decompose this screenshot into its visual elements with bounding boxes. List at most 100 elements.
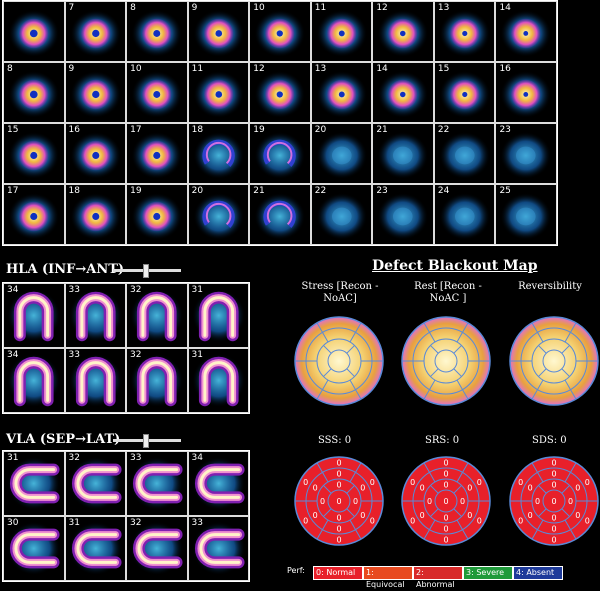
sss-score: SSS: 0 — [318, 435, 352, 446]
vla-label: VLA (SEP→LAT) — [6, 432, 121, 447]
short-axis-tile[interactable]: 22 — [433, 123, 496, 184]
vla-tile[interactable]: 34 — [187, 451, 249, 516]
short-axis-tile[interactable]: 11 — [187, 62, 250, 123]
short-axis-tile[interactable]: 11 — [310, 1, 373, 62]
vla-tile[interactable]: 32 — [126, 516, 188, 581]
vla-tile-image — [129, 456, 184, 511]
short-axis-tile[interactable]: 16 — [64, 123, 127, 184]
slice-number: 33 — [130, 453, 142, 463]
segment-score: 0 — [427, 497, 432, 506]
short-axis-tile[interactable]: 9 — [64, 62, 127, 123]
vla-slider[interactable] — [113, 434, 181, 448]
short-axis-tile[interactable]: 17 — [126, 123, 188, 184]
segment-score: 0 — [535, 497, 540, 506]
segment-score: 0 — [528, 483, 533, 492]
vla-tile-image — [6, 456, 61, 511]
short-axis-tile[interactable]: 19 — [126, 184, 188, 245]
short-axis-tile[interactable]: 21 — [372, 123, 434, 184]
short-axis-tile-image — [254, 192, 306, 241]
vla-tile[interactable]: 33 — [126, 451, 188, 516]
slice-number: 17 — [7, 186, 19, 196]
short-axis-tile[interactable]: 19 — [249, 123, 311, 184]
reversibility-polar-map — [509, 316, 599, 406]
hla-slider-knob[interactable] — [143, 264, 149, 278]
short-axis-tile[interactable]: 12 — [372, 1, 434, 62]
short-axis-tile[interactable]: 8 — [126, 1, 188, 62]
short-axis-tile[interactable]: 15 — [3, 123, 65, 184]
vla-tile-image — [129, 521, 184, 576]
short-axis-tile[interactable]: 14 — [372, 62, 434, 123]
short-axis-tile[interactable]: 18 — [187, 123, 250, 184]
hla-grid: 34 33 32 31 — [2, 282, 250, 414]
short-axis-tile[interactable]: 8 — [3, 62, 65, 123]
short-axis-tile[interactable]: 10 — [126, 62, 188, 123]
short-axis-tile-image — [192, 131, 245, 180]
short-axis-tile-image — [500, 9, 552, 58]
short-axis-tile-image — [192, 192, 245, 241]
short-axis-tile[interactable]: 22 — [310, 184, 373, 245]
short-axis-tile-image — [8, 192, 60, 241]
short-axis-tile[interactable]: 17 — [3, 184, 65, 245]
legend-abnormal: 2: Abnormal — [413, 566, 463, 589]
vla-tile[interactable]: 31 — [64, 516, 126, 581]
short-axis-tile[interactable]: 20 — [187, 184, 250, 245]
segment-score: 0 — [460, 497, 465, 506]
vla-tile[interactable]: 30 — [3, 516, 65, 581]
short-axis-tile[interactable]: 16 — [495, 62, 557, 123]
slice-number: 17 — [130, 125, 142, 135]
slice-number: 10 — [253, 3, 265, 13]
short-axis-tile[interactable]: 23 — [372, 184, 434, 245]
short-axis-tile[interactable]: 24 — [433, 184, 496, 245]
hla-tile[interactable]: 31 — [187, 348, 249, 413]
short-axis-tile[interactable]: 25 — [495, 184, 557, 245]
short-axis-tile[interactable]: 23 — [495, 123, 557, 184]
hla-tile[interactable]: 32 — [126, 283, 188, 348]
vla-tile[interactable]: 33 — [187, 516, 249, 581]
hla-tile-image — [68, 353, 123, 408]
short-axis-tile-image — [377, 9, 429, 58]
short-axis-tile-image — [315, 70, 368, 119]
slice-number: 18 — [191, 125, 204, 135]
hla-tile[interactable]: 33 — [64, 348, 126, 413]
slice-number: 16 — [499, 64, 511, 74]
segment-score: 0 — [336, 481, 341, 490]
short-axis-tile[interactable]: 14 — [495, 1, 557, 62]
hla-slider[interactable] — [113, 264, 181, 278]
short-axis-tile[interactable]: 15 — [433, 62, 496, 123]
short-axis-tile[interactable]: 13 — [433, 1, 496, 62]
segment-score: 0 — [518, 478, 523, 487]
hla-tile[interactable]: 34 — [3, 348, 65, 413]
vla-tile[interactable]: 31 — [3, 451, 65, 516]
short-axis-tile-image — [131, 131, 183, 180]
short-axis-tile[interactable]: 20 — [310, 123, 373, 184]
hla-tile-image — [129, 288, 184, 343]
segment-score: 0 — [477, 516, 482, 525]
short-axis-tile-image — [315, 131, 368, 180]
slice-number: 34 — [7, 285, 19, 295]
short-axis-tile[interactable]: 13 — [310, 62, 373, 123]
vla-tile-image — [191, 521, 246, 576]
hla-tile[interactable]: 33 — [64, 283, 126, 348]
short-axis-tile[interactable]: 7 — [64, 1, 127, 62]
short-axis-tile[interactable]: 12 — [249, 62, 311, 123]
short-axis-tile[interactable] — [3, 1, 65, 62]
hla-tile[interactable]: 32 — [126, 348, 188, 413]
short-axis-tile[interactable]: 21 — [249, 184, 311, 245]
short-axis-tile-image — [439, 192, 491, 241]
segment-score: 0 — [518, 516, 523, 525]
short-axis-tile[interactable]: 9 — [187, 1, 250, 62]
short-axis-tile[interactable]: 18 — [64, 184, 127, 245]
perfusion-legend: Perf: 0: Normal 1: Equivocal 2: Abnormal… — [287, 566, 563, 589]
hla-tile[interactable]: 31 — [187, 283, 249, 348]
short-axis-tile[interactable]: 10 — [249, 1, 311, 62]
vla-tile[interactable]: 32 — [64, 451, 126, 516]
hla-tile[interactable]: 34 — [3, 283, 65, 348]
slice-number: 23 — [376, 186, 388, 196]
legend-severe: 3: Severe — [463, 566, 513, 580]
segment-score: 0 — [443, 497, 448, 506]
short-axis-tile-image — [500, 131, 552, 180]
segment-score: 0 — [585, 478, 590, 487]
vla-slider-knob[interactable] — [143, 434, 149, 448]
